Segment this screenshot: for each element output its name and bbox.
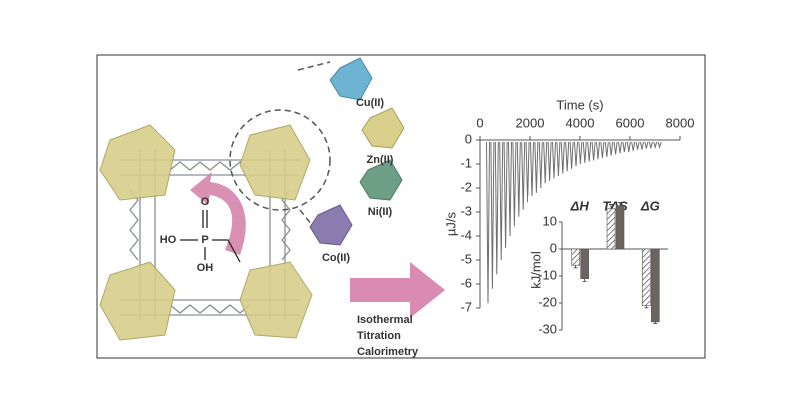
spike (618, 141, 622, 154)
y-tick-label: 0 (465, 131, 472, 146)
y-tick-label: 10 (543, 213, 557, 228)
spike (626, 141, 631, 153)
metal-label: Cu(II) (356, 97, 384, 109)
spike (486, 141, 490, 304)
charts: Time (s) µJ/s 0 2000 4000 6000 8000 0 -1 -2 -3 -4 -5… (443, 97, 694, 336)
y-tick-label: -7 (460, 299, 472, 314)
molecule-atom: O (201, 196, 210, 208)
error-bar (609, 204, 613, 209)
spike (543, 141, 548, 184)
bar (580, 248, 589, 280)
spike (494, 141, 499, 275)
y-tick-label: -30 (538, 321, 557, 336)
spike (565, 141, 570, 172)
molecule-atom: OH (197, 262, 214, 274)
error-bar (644, 305, 649, 309)
spike (560, 141, 565, 174)
frame (96, 54, 706, 359)
spike (578, 141, 583, 165)
arrow (350, 262, 445, 318)
spike (534, 141, 539, 193)
bar (571, 248, 580, 266)
spike (552, 141, 556, 179)
spike (600, 141, 605, 159)
molecule-atom: HO (160, 234, 177, 246)
x-tick-label: 6000 (616, 115, 645, 130)
bar (651, 248, 660, 323)
spike (596, 141, 600, 160)
y-tick-label: -4 (460, 227, 472, 242)
spike (644, 141, 649, 149)
y-axis-title: µJ/s (443, 211, 458, 236)
bar (615, 205, 625, 250)
spike (499, 141, 504, 261)
category-label: ΔH (570, 198, 590, 213)
spike (648, 141, 653, 149)
y-axis-title: kJ/mol (528, 251, 543, 289)
spike (609, 141, 614, 156)
spike (640, 141, 644, 150)
bar (642, 248, 651, 307)
metal-icons (309, 57, 405, 246)
spike (508, 141, 512, 237)
spike (525, 141, 530, 203)
x-tick-label: 8000 (666, 115, 695, 130)
spike (653, 141, 658, 150)
spike (613, 141, 618, 155)
spike (538, 141, 543, 189)
error-bar (573, 265, 578, 269)
spike (556, 141, 561, 177)
curved-arrow (190, 172, 246, 255)
y-tick-label: -3 (460, 203, 472, 218)
y-tick-label: -20 (538, 294, 557, 309)
spike (521, 141, 526, 210)
zoom-circle (229, 109, 331, 211)
y-tick-label: -5 (460, 251, 472, 266)
zoom-lines (297, 61, 331, 236)
category-label: ΔG (640, 198, 660, 213)
method-label: Isothermal (357, 314, 413, 326)
spike (530, 141, 534, 198)
metal-label: Ni(II) (368, 206, 393, 218)
spike (516, 141, 521, 217)
x-axis-title: Time (s) (556, 97, 603, 112)
y-tick-label: -6 (460, 275, 472, 290)
spike (591, 141, 596, 161)
spike (604, 141, 609, 157)
metal-label: Co(II) (322, 252, 350, 264)
spike (569, 141, 574, 169)
spike (490, 141, 495, 289)
x-tick-label: 0 (476, 115, 483, 130)
spike (622, 141, 627, 153)
error-bar (618, 202, 622, 206)
x-tick-label: 4000 (566, 115, 595, 130)
method-label: Titration (357, 330, 401, 342)
clusters (99, 124, 313, 341)
molecule-atom: P (201, 234, 208, 246)
spike (512, 141, 517, 227)
spike (503, 141, 508, 249)
method-label: Calorimetry (357, 346, 419, 358)
y-tick-label: -2 (460, 179, 472, 194)
y-tick-label: 0 (550, 240, 557, 255)
spike (631, 141, 636, 151)
error-bar (582, 278, 587, 282)
spike (582, 141, 587, 163)
spike (587, 141, 592, 162)
bar (606, 208, 616, 250)
spike (635, 141, 640, 150)
spike (547, 141, 552, 181)
x-tick-label: 2000 (516, 115, 545, 130)
metal-label: Zn(II) (367, 154, 394, 166)
molecule-bonds (180, 210, 241, 263)
spike (574, 141, 578, 167)
y-tick-label: -10 (538, 267, 557, 282)
y-tick-label: -1 (460, 155, 472, 170)
error-bar (653, 321, 658, 324)
spike (657, 141, 662, 150)
